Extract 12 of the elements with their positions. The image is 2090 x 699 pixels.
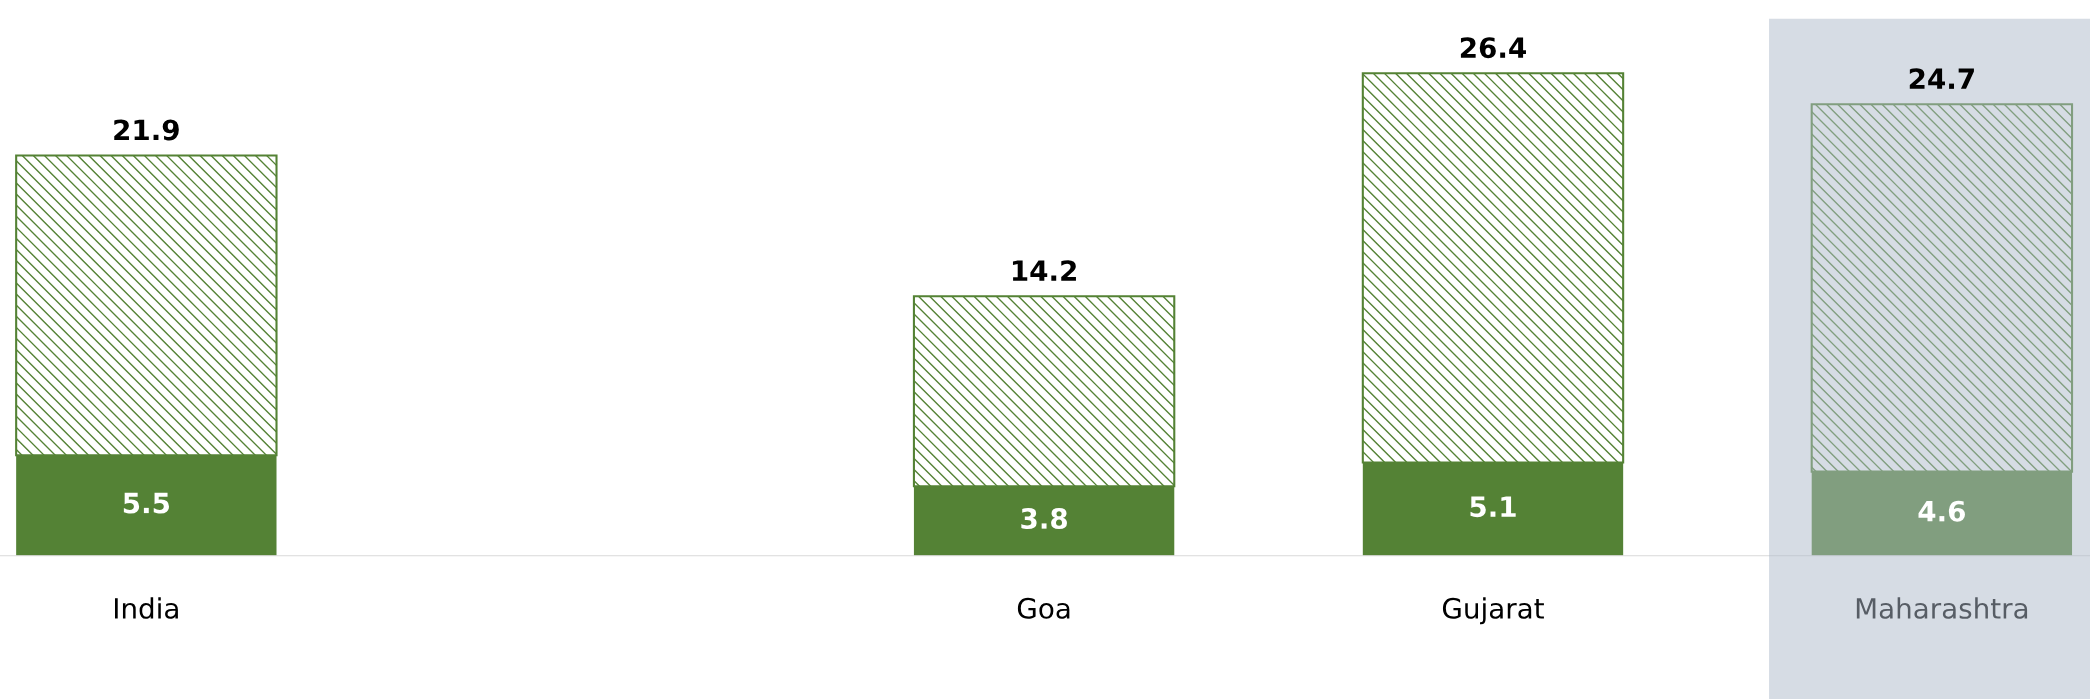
total-label: 26.4 — [1460, 37, 1526, 59]
total-label: 21.9 — [114, 119, 179, 141]
total-label: 24.7 — [1909, 68, 1974, 89]
data-label: 5.1 — [1470, 496, 1516, 518]
data-label: 5.5 — [123, 492, 169, 514]
data-label: 3.8 — [1021, 508, 1067, 530]
x-tick-label: Maharashtra — [1856, 597, 2028, 619]
x-tick-label: Gujarat — [1442, 597, 1544, 625]
total-label: 14.2 — [1012, 260, 1076, 281]
x-tick-label: Goa — [1017, 597, 1070, 619]
data-label: 4.6 — [1918, 500, 1965, 522]
x-tick-label: India — [114, 597, 178, 619]
